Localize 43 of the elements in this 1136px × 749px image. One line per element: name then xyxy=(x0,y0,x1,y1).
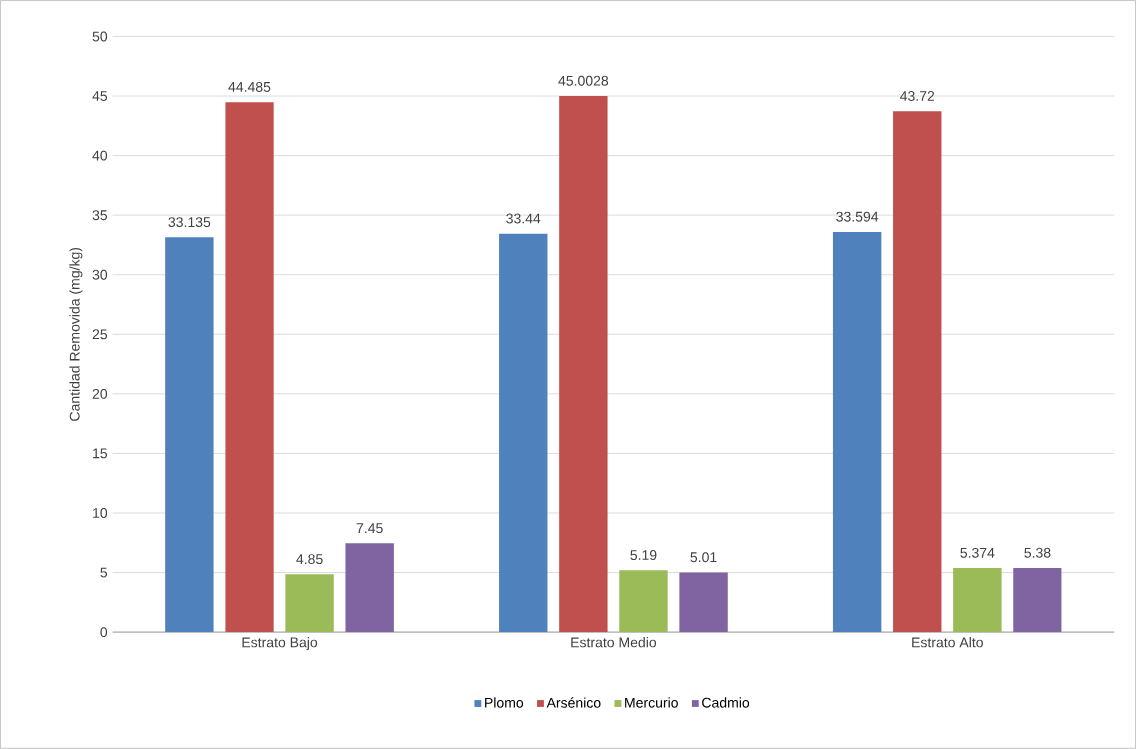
y-tick-label: 30 xyxy=(92,269,108,280)
bar xyxy=(893,111,942,633)
y-tick-label: 5 xyxy=(100,567,108,578)
data-label: 5.374 xyxy=(960,548,995,558)
y-tick-label: 35 xyxy=(92,210,108,221)
legend-label: Arsénico xyxy=(546,697,601,708)
bar xyxy=(953,568,1002,633)
data-label: 44.485 xyxy=(228,82,271,93)
bar xyxy=(619,570,668,633)
data-label: 5.01 xyxy=(690,552,717,563)
data-label: 5.19 xyxy=(630,550,657,561)
data-label: 33.44 xyxy=(506,213,541,224)
y-tick-label: 0 xyxy=(100,627,108,638)
y-tick-label: 45 xyxy=(92,91,108,102)
data-label: 33.135 xyxy=(168,217,211,228)
bar xyxy=(499,233,548,633)
y-tick-label: 20 xyxy=(92,389,108,399)
y-axis-title: Cantidad Removida (mg/kg) xyxy=(69,248,83,421)
bar xyxy=(345,543,394,633)
data-label: 7.45 xyxy=(356,523,383,534)
y-tick-label: 10 xyxy=(93,508,108,519)
legend-label: Cadmio xyxy=(702,697,750,708)
y-tick-label: 25 xyxy=(92,329,108,340)
data-label: 4.85 xyxy=(296,554,323,565)
x-tick-label: Estrato Medio xyxy=(571,637,657,648)
x-tick-label: Estrato Bajo xyxy=(242,637,318,651)
bar xyxy=(1013,568,1062,633)
data-label: 43.72 xyxy=(900,91,935,102)
data-label: 5.38 xyxy=(1024,547,1051,558)
bar xyxy=(559,96,608,633)
x-tick-label: Estrato Alto xyxy=(912,637,983,648)
bar xyxy=(285,574,334,633)
bar xyxy=(165,237,214,633)
y-tick-label: 40 xyxy=(92,150,108,161)
bar xyxy=(832,232,882,633)
y-tick-label: 50 xyxy=(92,31,108,42)
y-tick-label: 15 xyxy=(93,448,108,459)
legend-label: Plomo xyxy=(485,697,524,708)
data-label: 33.594 xyxy=(836,211,879,222)
data-label: 45.0028 xyxy=(558,75,609,86)
bar xyxy=(225,102,274,633)
bar xyxy=(679,572,728,633)
legend-label: Mercurio xyxy=(625,697,678,708)
